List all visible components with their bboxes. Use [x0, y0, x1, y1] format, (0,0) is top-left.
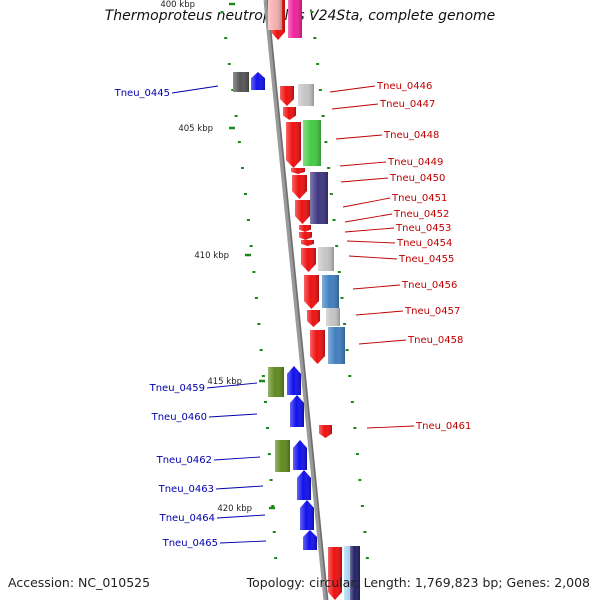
reverse-gene-arrow[interactable] [251, 72, 265, 90]
forward-gene-arrow[interactable] [283, 107, 296, 120]
gene-box-navy[interactable] [350, 546, 360, 600]
reverse-label-leader [206, 382, 258, 389]
forward-label-leader [329, 85, 376, 93]
reverse-gene-label[interactable]: Tneu_0464 [159, 513, 215, 524]
topology-text: Topology: circular; Length: 1,769,823 bp… [246, 575, 590, 590]
tick-label: 420 kbp [217, 504, 252, 514]
reverse-label-leader [215, 485, 264, 490]
reverse-gene-arrow[interactable] [287, 366, 301, 395]
gene-box-olive[interactable] [268, 367, 284, 397]
tick-label: 415 kbp [207, 377, 242, 387]
forward-gene-label[interactable]: Tneu_0456 [401, 280, 457, 291]
reverse-label-leader [213, 456, 261, 461]
gene-box-dark-gray[interactable] [233, 72, 249, 92]
forward-gene-arrow[interactable] [304, 275, 319, 309]
reverse-label-leader [219, 540, 267, 544]
forward-gene-arrow[interactable] [307, 310, 320, 327]
reverse-gene-label[interactable]: Tneu_0463 [158, 484, 214, 495]
gene-box-steel-blue[interactable] [322, 275, 339, 308]
forward-gene-label[interactable]: Tneu_0454 [396, 238, 452, 249]
forward-gene-arrow[interactable] [301, 240, 314, 246]
forward-gene-arrow[interactable] [299, 225, 311, 232]
forward-gene-label[interactable]: Tneu_0448 [383, 130, 439, 141]
forward-gene-label[interactable]: Tneu_0458 [407, 335, 463, 346]
reverse-label-leader [216, 514, 266, 519]
reverse-gene-arrow[interactable] [297, 470, 311, 500]
forward-gene-arrow[interactable] [280, 86, 294, 106]
forward-label-leader [335, 134, 383, 140]
accession-text: Accession: NC_010525 [8, 575, 151, 590]
reverse-gene-arrow[interactable] [290, 395, 304, 427]
forward-gene-arrow[interactable] [292, 175, 307, 199]
forward-gene-label[interactable]: Tneu_0453 [395, 223, 451, 234]
forward-gene-arrow[interactable] [301, 248, 316, 272]
forward-label-leader [366, 425, 415, 429]
forward-label-leader [352, 284, 401, 290]
forward-label-leader [344, 213, 393, 223]
reverse-gene-arrow[interactable] [300, 500, 314, 530]
gene-box-pale-blue[interactable] [344, 546, 354, 600]
reverse-label-leader [171, 85, 219, 94]
forward-label-leader [348, 255, 398, 260]
reverse-label-leader [208, 413, 258, 418]
forward-label-leader [342, 197, 391, 208]
gene-box-green[interactable] [303, 120, 321, 166]
gene-box-pink[interactable] [288, 0, 302, 38]
forward-gene-arrow[interactable] [295, 200, 310, 224]
forward-label-leader [358, 339, 407, 345]
reverse-gene-arrow[interactable] [293, 440, 307, 470]
gene-box-steel-blue[interactable] [328, 327, 345, 364]
forward-gene-label[interactable]: Tneu_0447 [379, 99, 435, 110]
forward-label-leader [344, 227, 395, 233]
forward-gene-arrow[interactable] [286, 122, 301, 168]
forward-label-leader [339, 161, 387, 167]
reverse-gene-label[interactable]: Tneu_0465 [162, 538, 218, 549]
forward-label-leader [331, 103, 379, 110]
forward-gene-label[interactable]: Tneu_0450 [389, 173, 445, 184]
gene-box-light-gray[interactable] [318, 247, 334, 271]
forward-label-leader [346, 240, 396, 244]
gene-box-olive[interactable] [275, 440, 290, 472]
forward-label-leader [340, 177, 389, 183]
forward-gene-label[interactable]: Tneu_0449 [387, 157, 443, 168]
reverse-gene-label[interactable]: Tneu_0462 [156, 455, 212, 466]
reverse-gene-label[interactable]: Tneu_0445 [114, 88, 170, 99]
forward-gene-label[interactable]: Tneu_0446 [376, 81, 432, 92]
gene-box-light-pink[interactable] [268, 0, 282, 30]
tick-label: 400 kbp [160, 0, 195, 10]
forward-gene-label[interactable]: Tneu_0455 [398, 254, 454, 265]
forward-gene-label[interactable]: Tneu_0461 [415, 421, 471, 432]
genome-axis [263, 0, 329, 600]
forward-gene-arrow[interactable] [328, 547, 342, 600]
genome-axis-edge [266, 0, 329, 600]
gene-box-light-gray[interactable] [326, 308, 340, 326]
tick-label: 410 kbp [194, 251, 229, 261]
forward-gene-label[interactable]: Tneu_0452 [393, 209, 449, 220]
forward-gene-label[interactable]: Tneu_0457 [404, 306, 460, 317]
forward-gene-arrow[interactable] [291, 168, 305, 174]
forward-gene-label[interactable]: Tneu_0451 [391, 193, 447, 204]
gene-box-dark-purple[interactable] [310, 172, 328, 224]
gene-box-light-gray[interactable] [298, 84, 314, 106]
reverse-gene-label[interactable]: Tneu_0460 [151, 412, 207, 423]
tick-label: 405 kbp [178, 124, 213, 134]
forward-gene-arrow[interactable] [310, 330, 325, 364]
reverse-gene-arrow[interactable] [303, 530, 317, 550]
forward-gene-arrow[interactable] [319, 425, 332, 438]
reverse-gene-label[interactable]: Tneu_0459 [149, 383, 205, 394]
forward-label-leader [355, 310, 404, 316]
forward-gene-arrow[interactable] [299, 232, 312, 240]
